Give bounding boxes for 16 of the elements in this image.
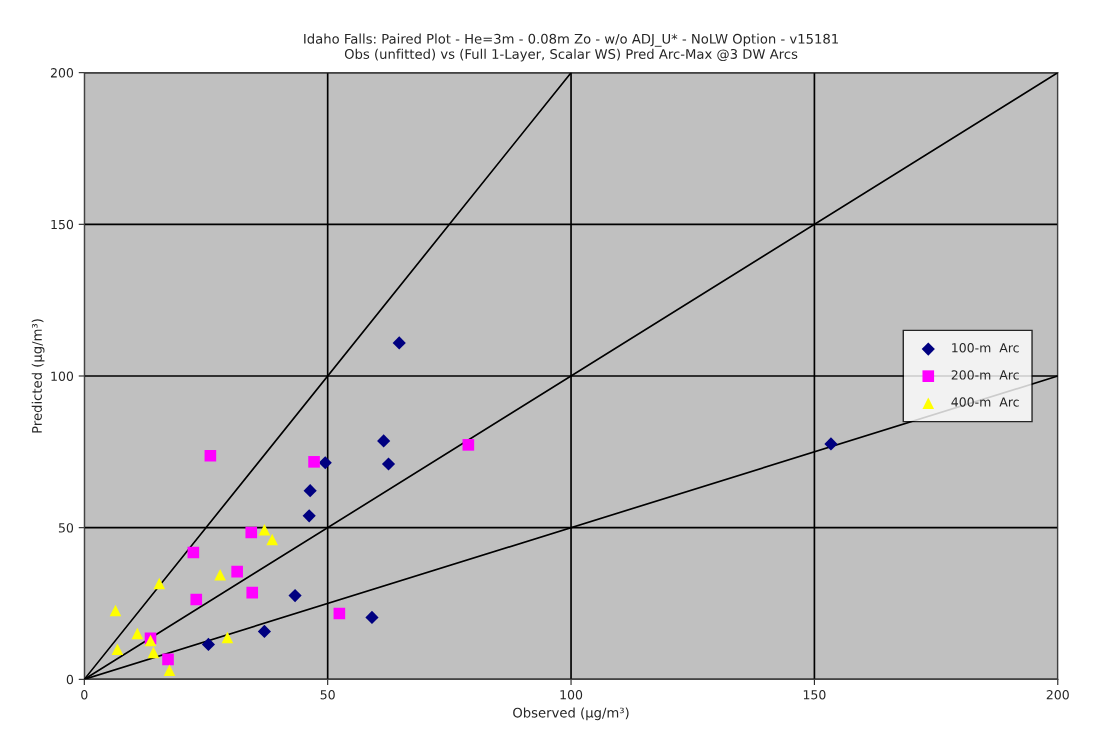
y-tick-label: 0 (66, 674, 74, 685)
x-axis-title: Observed (µg/m³) (513, 707, 629, 721)
x-tick-label: 200 (1046, 689, 1069, 700)
chart-title: Idaho Falls: Paired Plot - He=3m - 0.08m Zo - w/o ADJ_U* - NoLW Option - v15181 Obs (unfitted) vs (Full 1-Layer, Scalar WS) Pred Arc-Max @3 DW Arcs (304, 33, 838, 62)
y-tick-label: 150 (51, 219, 74, 230)
legend-label: 100-m Arc (952, 343, 1019, 353)
x-tick-label: 100 (560, 689, 583, 700)
y-axis-title: Predicted (µg/m³) (31, 319, 45, 433)
legend-label: 400-m Arc (951, 397, 1019, 407)
legend-label: 200-m Arc (951, 370, 1019, 380)
x-tick-label: 150 (803, 689, 826, 700)
x-tick-label: 0 (81, 689, 88, 700)
y-tick-label: 100 (51, 371, 74, 381)
y-tick-label: 50 (58, 523, 74, 533)
x-tick-label: 50 (320, 689, 335, 700)
y-tick-label: 200 (50, 68, 74, 78)
